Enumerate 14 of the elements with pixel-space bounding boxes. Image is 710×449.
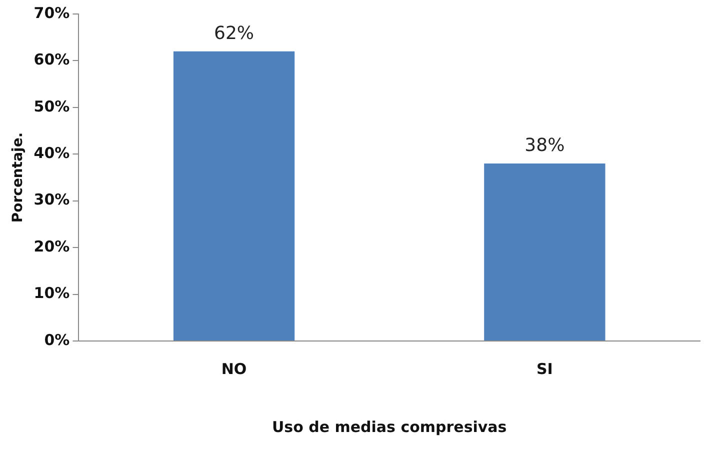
y-tick-label: 20% [34,237,70,256]
x-axis-title: Uso de medias compresivas [272,418,507,436]
x-tick-label: SI [536,360,553,378]
data-label: 38% [524,135,565,156]
y-tick-label: 30% [34,190,70,209]
y-tick-label: 0% [44,330,70,349]
y-tick-label: 50% [34,97,70,116]
y-tick-label: 60% [34,50,70,69]
data-label: 62% [214,23,254,44]
y-tick-label: 10% [34,284,70,302]
x-tick-label: NO [221,360,247,378]
y-axis-title: Porcentaje. [10,132,26,223]
y-tick-label: 70% [34,4,70,22]
y-tick-label: 40% [34,144,70,162]
